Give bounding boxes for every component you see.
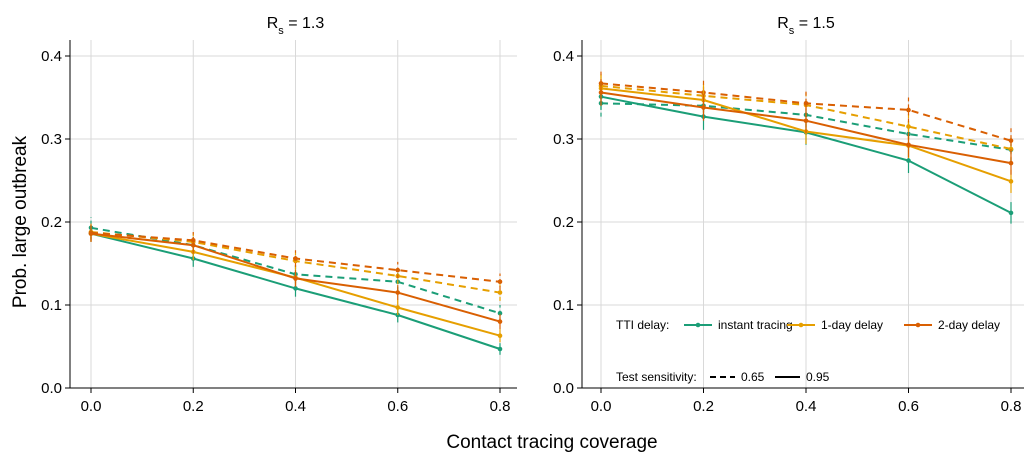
x-tick-label: 0.0 (591, 398, 612, 415)
data-point (906, 107, 911, 113)
data-point (190, 242, 196, 248)
legend-key-point (915, 322, 921, 328)
legend-key-point (798, 322, 804, 328)
legend-sensitivity-label: 0.95 (806, 370, 830, 384)
data-point (803, 101, 809, 106)
x-tick-label: 0.8 (490, 398, 511, 415)
legend-item-label: 1-day delay (821, 318, 883, 332)
y-tick-label: 0.3 (41, 131, 62, 148)
data-point (497, 333, 503, 339)
data-point (701, 105, 706, 110)
data-point (293, 276, 298, 281)
data-point (1008, 160, 1014, 166)
y-tick-label: 0.4 (553, 48, 574, 65)
legend-item-label: 2-day delay (938, 318, 1000, 332)
series-2-day-delay-0.95 (598, 79, 1014, 175)
y-tick-label: 0.2 (41, 214, 62, 231)
data-point (1008, 146, 1014, 152)
data-point (497, 319, 503, 324)
data-point (497, 311, 503, 316)
facet-title-sub: s (789, 25, 795, 37)
panels-layer: 0.00.10.20.30.40.0 0.2 0.4 0.6 0.8Rs = 1.30.… (41, 15, 1024, 415)
data-point (906, 142, 911, 148)
data-point (598, 90, 604, 95)
facet-title-sub: s (278, 25, 284, 37)
data-point (906, 124, 911, 129)
data-point (395, 305, 401, 310)
y-tick-label: 0.4 (41, 48, 62, 65)
data-point (395, 312, 401, 318)
data-point (1008, 210, 1014, 216)
x-tick-label: 0.4 (796, 398, 817, 415)
x-tick-label: 0.8 (1001, 398, 1022, 415)
x-tick-label: 0.6 (898, 398, 919, 415)
legend-key-point (695, 322, 701, 328)
y-tick-label: 0.1 (553, 297, 574, 314)
legend-delay-title: TTI delay: (616, 318, 669, 332)
data-point (497, 346, 503, 352)
data-point (395, 267, 401, 273)
panel-1: 0.0 0.1 0.2 0.3 0.4 0.0 0.2 0.4 0.6 0.8 Rs = 1.3 (41, 15, 517, 415)
panel-2: 0.0 0.1 0.2 0.3 0.4 0.0 0.2 0.4 0.6 0.8 Rs = 1.5 (553, 15, 1024, 415)
facet-title-main: R (777, 15, 789, 32)
facet-title: Rs = 1.3 (267, 15, 325, 37)
x-axis-title: Contact tracing coverage (446, 432, 657, 453)
y-tick-label: 0.1 (41, 297, 62, 314)
data-point (395, 290, 401, 295)
facet-title: Rs = 1.5 (777, 15, 835, 37)
facet-title-rest: = 1.5 (794, 15, 835, 32)
data-point (293, 286, 298, 291)
facet-title-rest: = 1.3 (284, 15, 325, 32)
x-tick-label: 0.6 (387, 398, 408, 415)
facet-title-main: R (267, 15, 279, 32)
data-point (497, 290, 503, 295)
data-point (1008, 179, 1014, 184)
y-tick-label: 0.3 (553, 131, 574, 148)
y-axis-title: Prob. large outbreak (10, 135, 31, 308)
x-tick-label: 0.2 (693, 398, 714, 415)
legend-sensitivity-title: Test sensitivity: (616, 370, 697, 384)
data-point (88, 231, 94, 236)
data-point (803, 118, 809, 124)
data-point (293, 256, 298, 261)
series-2-day-delay-0.95 (88, 225, 503, 330)
data-point (497, 279, 503, 285)
y-tick-label: 0.2 (553, 214, 574, 231)
x-tick-label: 0.0 (81, 398, 102, 415)
legend-item-label: instant tracing (718, 318, 793, 332)
y-tick-label: 0.0 (41, 380, 62, 397)
legend-sensitivity-label: 0.65 (741, 370, 765, 384)
legend: TTI delay: instant tracing 1-day delay 2-da… (616, 318, 1000, 384)
data-point (906, 158, 911, 163)
data-point (1008, 138, 1014, 143)
x-tick-label: 0.4 (285, 398, 306, 415)
y-tick-label: 0.0 (553, 380, 574, 397)
x-tick-label: 0.2 (183, 398, 204, 415)
